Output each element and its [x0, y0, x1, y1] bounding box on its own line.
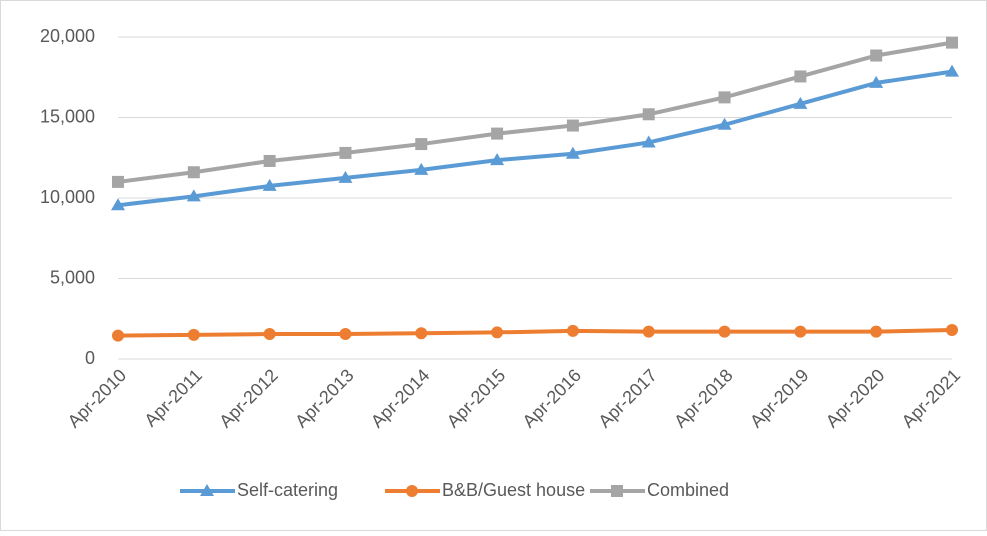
marker: [414, 162, 429, 175]
series-line: [117, 69, 953, 208]
marker: [566, 324, 579, 337]
series-line: [117, 328, 953, 338]
y-tick-label: 5,000: [50, 267, 95, 287]
marker: [263, 328, 276, 341]
marker: [945, 64, 959, 77]
marker: [794, 325, 807, 338]
marker: [186, 189, 201, 202]
legend-label: Combined: [647, 480, 729, 500]
marker: [415, 327, 428, 340]
marker: [263, 154, 276, 167]
marker: [111, 198, 125, 211]
marker: [187, 328, 200, 341]
marker: [566, 119, 579, 132]
marker: [187, 166, 200, 179]
marker: [793, 96, 808, 109]
marker: [262, 178, 277, 191]
marker: [406, 485, 418, 497]
legend-label: B&B/Guest house: [442, 480, 585, 500]
marker: [339, 328, 352, 341]
marker: [565, 146, 580, 159]
marker: [642, 108, 655, 121]
marker: [415, 138, 428, 151]
marker: [641, 135, 656, 148]
marker: [112, 329, 124, 342]
legend-label: Self-catering: [237, 480, 338, 500]
marker: [717, 117, 732, 130]
y-tick-label: 15,000: [40, 106, 95, 126]
marker: [491, 326, 504, 339]
marker: [718, 91, 731, 104]
marker: [611, 485, 623, 497]
marker: [718, 325, 731, 338]
marker: [112, 175, 124, 188]
marker: [491, 127, 504, 140]
y-tick-label: 10,000: [40, 187, 95, 207]
marker: [869, 75, 884, 88]
marker: [338, 170, 353, 183]
marker: [946, 324, 958, 337]
marker: [794, 70, 807, 83]
y-tick-label: 20,000: [40, 26, 95, 46]
marker: [642, 325, 655, 338]
marker: [200, 484, 214, 496]
marker: [946, 36, 958, 49]
marker: [870, 325, 883, 338]
series-line: [117, 40, 953, 184]
marker: [339, 146, 352, 159]
y-tick-label: 0: [85, 348, 95, 368]
marker: [870, 49, 883, 62]
marker: [490, 153, 505, 166]
